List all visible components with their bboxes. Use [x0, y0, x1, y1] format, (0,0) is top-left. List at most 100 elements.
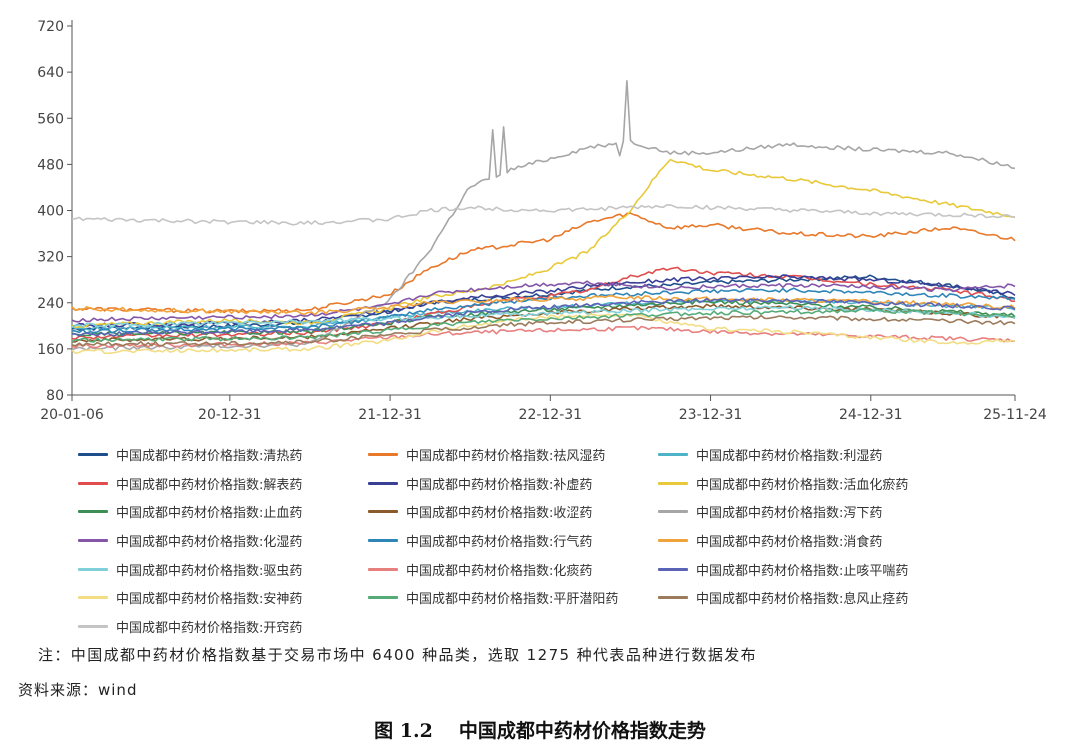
- legend-item[interactable]: 中国成都中药材价格指数:安神药: [78, 588, 368, 607]
- legend-item[interactable]: 中国成都中药材价格指数:平肝潜阳药: [368, 588, 658, 607]
- series-line: [71, 299, 1016, 337]
- legend-swatch: [368, 567, 398, 571]
- figure-number: 图 1.2: [374, 720, 433, 742]
- series-line: [71, 274, 1016, 331]
- legend-swatch: [78, 624, 108, 628]
- x-tick-label: 24-12-31: [839, 407, 903, 423]
- chart-axes: 80 160 240 320 400 480 560 640 720 20-01-06 20-12-…: [37, 19, 1047, 423]
- series-line: [71, 80, 1016, 351]
- legend-label: 中国成都中药材价格指数:解表药: [116, 477, 303, 493]
- legend-label: 中国成都中药材价格指数:收涩药: [406, 506, 593, 522]
- series-line: [71, 295, 1016, 316]
- legend-row: 中国成都中药材价格指数:解表药 中国成都中药材价格指数:补虚药 中国成都中药材价格指…: [78, 469, 1058, 498]
- legend-swatch: [658, 481, 688, 485]
- legend-label: 中国成都中药材价格指数:安神药: [116, 592, 303, 608]
- x-tick-label: 20-12-31: [198, 407, 262, 423]
- legend-swatch: [78, 596, 108, 600]
- legend-row: 中国成都中药材价格指数:化湿药 中国成都中药材价格指数:行气药 中国成都中药材价格指…: [78, 526, 1058, 555]
- series-line: [71, 204, 1016, 226]
- legend-label: 中国成都中药材价格指数:化痰药: [406, 563, 593, 579]
- legend-label: 中国成都中药材价格指数:活血化瘀药: [696, 477, 909, 493]
- series-line: [71, 313, 1016, 355]
- series-line: [71, 212, 1016, 314]
- legend-swatch: [658, 596, 688, 600]
- legend-item[interactable]: 中国成都中药材价格指数:清热药: [78, 445, 368, 464]
- legend-row: 中国成都中药材价格指数:清热药 中国成都中药材价格指数:祛风湿药 中国成都中药材价格…: [78, 440, 1058, 469]
- legend-swatch: [78, 567, 108, 571]
- legend-item[interactable]: 中国成都中药材价格指数:泻下药: [658, 502, 948, 521]
- legend-swatch: [78, 510, 108, 514]
- legend-label: 中国成都中药材价格指数:清热药: [116, 448, 303, 464]
- legend-label: 中国成都中药材价格指数:止血药: [116, 506, 303, 522]
- y-tick-label: 240: [37, 296, 64, 312]
- series-line: [71, 297, 1016, 337]
- legend-item[interactable]: 中国成都中药材价格指数:补虚药: [368, 474, 658, 493]
- legend-label: 中国成都中药材价格指数:补虚药: [406, 477, 593, 493]
- legend-row: 中国成都中药材价格指数:止血药 中国成都中药材价格指数:收涩药 中国成都中药材价格指…: [78, 497, 1058, 526]
- series-line: [71, 158, 1016, 329]
- y-tick-label: 640: [37, 65, 64, 81]
- legend-swatch: [78, 538, 108, 542]
- figure-caption: 图 1.2 中国成都中药材价格指数走势: [0, 716, 1080, 743]
- line-chart: 80 160 240 320 400 480 560 640 720 20-01-06 20-12-…: [37, 19, 1047, 423]
- series-line: [71, 280, 1016, 323]
- legend-label: 中国成都中药材价格指数:驱虫药: [116, 563, 303, 579]
- x-tick-label: 21-12-31: [358, 407, 422, 423]
- x-tick-label: 20-01-06: [40, 407, 104, 423]
- legend-item[interactable]: 中国成都中药材价格指数:收涩药: [368, 502, 658, 521]
- series-line: [71, 287, 1016, 334]
- legend-swatch: [368, 596, 398, 600]
- legend-label: 中国成都中药材价格指数:平肝潜阳药: [406, 592, 619, 608]
- y-tick-label: 480: [37, 157, 64, 173]
- legend-swatch: [368, 481, 398, 485]
- legend-item[interactable]: 中国成都中药材价格指数:消食药: [658, 531, 948, 550]
- legend-row: 中国成都中药材价格指数:驱虫药 中国成都中药材价格指数:化痰药 中国成都中药材价格指…: [78, 555, 1058, 584]
- legend-item[interactable]: 中国成都中药材价格指数:息风止痉药: [658, 588, 948, 607]
- legend-swatch: [658, 567, 688, 571]
- legend-label: 中国成都中药材价格指数:开窍药: [116, 620, 303, 636]
- legend-swatch: [658, 510, 688, 514]
- legend-item[interactable]: 中国成都中药材价格指数:止血药: [78, 502, 368, 521]
- y-tick-label: 720: [37, 19, 64, 35]
- legend-swatch: [368, 538, 398, 542]
- legend-label: 中国成都中药材价格指数:行气药: [406, 534, 593, 550]
- legend-item[interactable]: 中国成都中药材价格指数:行气药: [368, 531, 658, 550]
- series-line: [71, 314, 1016, 347]
- legend-label: 中国成都中药材价格指数:消食药: [696, 534, 883, 550]
- legend-item[interactable]: 中国成都中药材价格指数:驱虫药: [78, 560, 368, 579]
- legend-item[interactable]: 中国成都中药材价格指数:化痰药: [368, 560, 658, 579]
- legend-label: 中国成都中药材价格指数:化湿药: [116, 534, 303, 550]
- figure-title: 中国成都中药材价格指数走势: [458, 720, 706, 742]
- chart-note: 注：中国成都中药材价格指数基于交易市场中 6400 种品类，选取 1275 种代…: [38, 646, 758, 664]
- y-tick-label: 160: [37, 342, 64, 358]
- legend-swatch: [658, 452, 688, 456]
- legend-swatch: [78, 481, 108, 485]
- data-source: 资料来源：wind: [18, 681, 138, 699]
- legend-row: 中国成都中药材价格指数:安神药 中国成都中药材价格指数:平肝潜阳药 中国成都中药材价…: [78, 583, 1058, 612]
- legend-label: 中国成都中药材价格指数:息风止痉药: [696, 592, 909, 608]
- legend-item[interactable]: 中国成都中药材价格指数:利湿药: [658, 445, 948, 464]
- y-tick-label: 400: [37, 204, 64, 220]
- legend-label: 中国成都中药材价格指数:利湿药: [696, 448, 883, 464]
- legend-item[interactable]: 中国成都中药材价格指数:解表药: [78, 474, 368, 493]
- series-line: [71, 308, 1016, 343]
- legend-swatch: [368, 510, 398, 514]
- chart-legend: 中国成都中药材价格指数:清热药 中国成都中药材价格指数:祛风湿药 中国成都中药材价格…: [78, 440, 1058, 641]
- chart-plot-area: [71, 80, 1016, 355]
- legend-item[interactable]: 中国成都中药材价格指数:活血化瘀药: [658, 474, 948, 493]
- legend-item[interactable]: 中国成都中药材价格指数:开窍药: [78, 617, 368, 636]
- legend-item[interactable]: 中国成都中药材价格指数:祛风湿药: [368, 445, 658, 464]
- legend-item[interactable]: 中国成都中药材价格指数:化湿药: [78, 531, 368, 550]
- legend-label: 中国成都中药材价格指数:止咳平喘药: [696, 563, 909, 579]
- legend-row: 中国成都中药材价格指数:开窍药: [78, 612, 1058, 641]
- x-tick-label: 25-11-24: [983, 407, 1047, 423]
- y-tick-label: 320: [37, 250, 64, 266]
- x-tick-label: 22-12-31: [519, 407, 583, 423]
- legend-item[interactable]: 中国成都中药材价格指数:止咳平喘药: [658, 560, 948, 579]
- legend-swatch: [658, 538, 688, 542]
- series-line: [71, 304, 1016, 328]
- y-tick-label: 80: [46, 388, 64, 404]
- legend-swatch: [78, 452, 108, 456]
- legend-label: 中国成都中药材价格指数:祛风湿药: [406, 448, 606, 464]
- legend-label: 中国成都中药材价格指数:泻下药: [696, 506, 883, 522]
